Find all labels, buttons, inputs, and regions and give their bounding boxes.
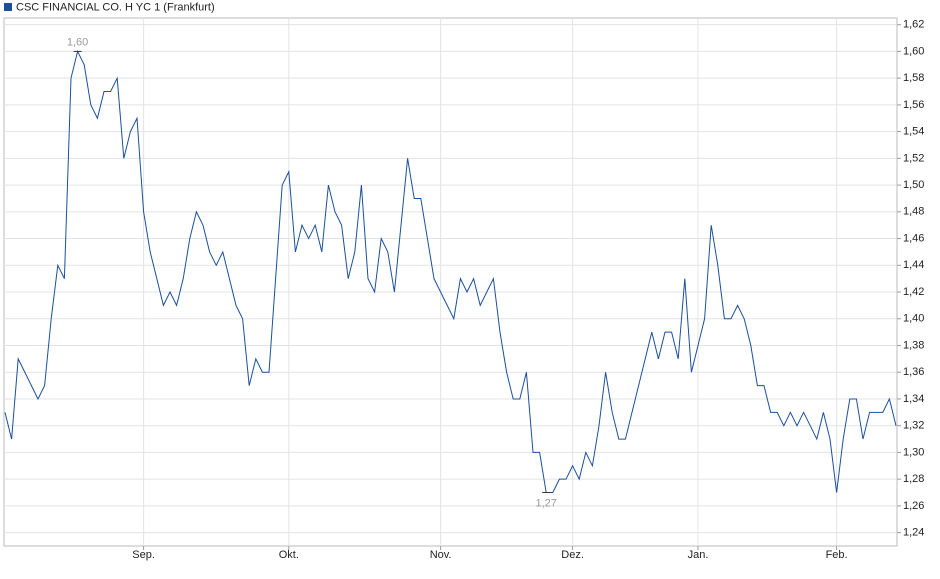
y-tick-label: 1,44 — [903, 259, 924, 271]
y-tick-label: 1,28 — [903, 473, 924, 485]
x-tick-label: Sep. — [132, 549, 155, 561]
y-tick-label: 1,60 — [903, 45, 924, 57]
x-tick-label: Nov. — [430, 549, 452, 561]
legend-label: CSC FINANCIAL CO. H YC 1 (Frankfurt) — [16, 1, 215, 13]
y-tick-label: 1,34 — [903, 393, 924, 405]
y-tick-label: 1,26 — [903, 500, 924, 512]
y-tick-label: 1,54 — [903, 126, 924, 138]
y-tick-label: 1,30 — [903, 446, 924, 458]
extreme-label: 1,60 — [67, 36, 88, 48]
y-tick-label: 1,40 — [903, 313, 924, 325]
y-tick-label: 1,50 — [903, 179, 924, 191]
y-tick-label: 1,24 — [903, 527, 924, 539]
y-tick-label: 1,56 — [903, 99, 924, 111]
y-tick-label: 1,52 — [903, 152, 924, 164]
legend-swatch — [4, 3, 12, 11]
y-tick-label: 1,42 — [903, 286, 924, 298]
y-tick-label: 1,48 — [903, 206, 924, 218]
x-tick-label: Dez. — [561, 549, 584, 561]
x-tick-label: Jan. — [688, 549, 709, 561]
x-tick-label: Feb. — [826, 549, 848, 561]
y-tick-label: 1,32 — [903, 420, 924, 432]
plot-frame — [3, 17, 898, 547]
y-tick-label: 1,46 — [903, 232, 924, 244]
y-tick-label: 1,58 — [903, 72, 924, 84]
extreme-label: 1,27 — [535, 497, 556, 509]
price-line — [4, 49, 897, 494]
x-tick-label: Okt. — [279, 549, 299, 561]
y-tick-label: 1,62 — [903, 19, 924, 31]
y-tick-label: 1,38 — [903, 339, 924, 351]
y-tick-label: 1,36 — [903, 366, 924, 378]
